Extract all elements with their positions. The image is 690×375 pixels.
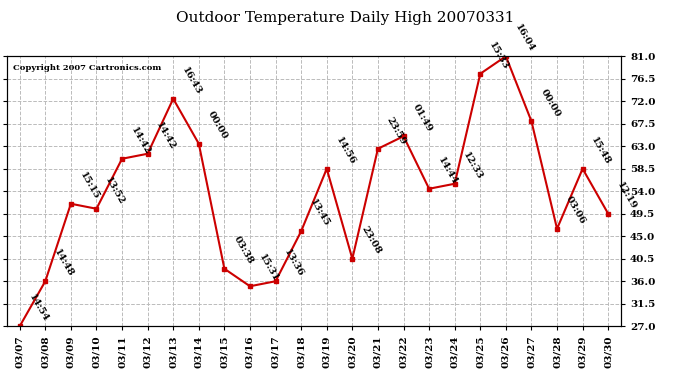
Text: 14:44: 14:44	[436, 155, 459, 186]
Text: 15:33: 15:33	[487, 40, 510, 71]
Text: 00:00: 00:00	[538, 87, 562, 118]
Text: 00:00: 00:00	[206, 110, 229, 141]
Text: 23:59: 23:59	[385, 115, 408, 146]
Text: 16:04: 16:04	[513, 22, 536, 54]
Text: 03:38: 03:38	[231, 235, 255, 266]
Text: 14:42: 14:42	[129, 125, 152, 156]
Text: 03:06: 03:06	[564, 195, 587, 226]
Text: 14:56: 14:56	[334, 135, 357, 166]
Text: 14:42: 14:42	[155, 120, 177, 151]
Text: 01:49: 01:49	[411, 102, 433, 134]
Text: Copyright 2007 Cartronics.com: Copyright 2007 Cartronics.com	[13, 64, 161, 72]
Text: 15:48: 15:48	[589, 135, 613, 166]
Text: Outdoor Temperature Daily High 20070331: Outdoor Temperature Daily High 20070331	[176, 11, 514, 25]
Text: 13:36: 13:36	[282, 248, 306, 279]
Text: 15:31: 15:31	[257, 253, 280, 284]
Text: 16:43: 16:43	[180, 65, 203, 96]
Text: 12:19: 12:19	[615, 180, 638, 211]
Text: 13:45: 13:45	[308, 198, 331, 228]
Text: 14:54: 14:54	[27, 292, 50, 324]
Text: 12:33: 12:33	[462, 150, 484, 181]
Text: 14:48: 14:48	[52, 248, 75, 279]
Text: 13:52: 13:52	[104, 175, 126, 206]
Text: 15:15: 15:15	[78, 170, 101, 201]
Text: 23:08: 23:08	[359, 225, 382, 256]
